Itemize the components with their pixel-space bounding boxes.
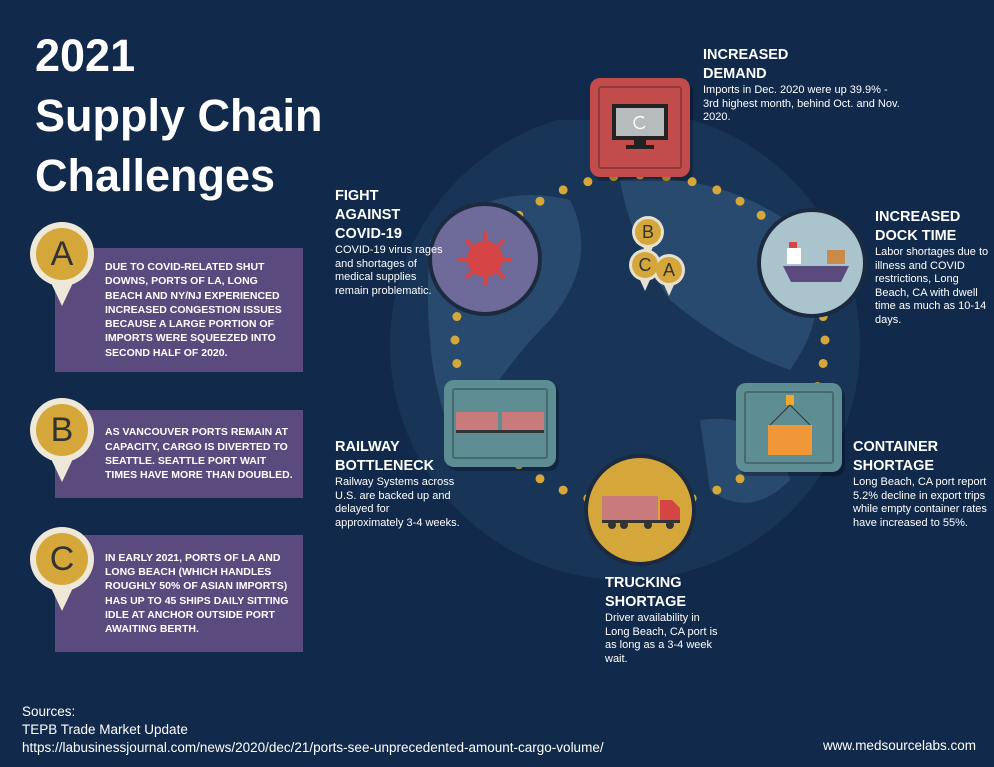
section-title: TRUCKING — [605, 575, 682, 591]
railway-cars-icon — [444, 380, 556, 467]
pin-letter: C — [36, 533, 88, 585]
path-dot — [558, 485, 568, 495]
container-section: CONTAINER SHORTAGE Long Beach, CA port re… — [853, 438, 993, 530]
pin-letter: B — [635, 219, 661, 245]
section-title: SHORTAGE — [605, 594, 687, 610]
path-dot — [735, 474, 745, 484]
section-title: CONTAINER — [853, 439, 939, 455]
callout-c: In early 2021, ports of LA and Long Beac… — [55, 535, 303, 652]
section-body: Labor shortages due to illness and COVID… — [875, 246, 989, 326]
path-dot — [450, 335, 460, 345]
path-dot — [712, 185, 722, 195]
container-crane-icon — [736, 383, 842, 472]
source-item: TEPB Trade Market Update — [22, 722, 188, 737]
pin-letter: B — [36, 404, 88, 456]
path-dot — [818, 358, 828, 368]
section-body: Driver availability in Long Beach, CA po… — [605, 612, 718, 665]
path-dot — [452, 312, 462, 322]
section-title: DEMAND — [703, 66, 767, 82]
callout-b-text: As Vancouver ports remain at capacity, c… — [105, 426, 293, 482]
cargo-ship-icon — [757, 208, 867, 318]
virus-icon — [428, 202, 542, 316]
path-dot — [583, 177, 593, 187]
pin-letter: C — [632, 252, 658, 278]
path-dot — [756, 210, 766, 220]
computer-monitor-icon — [590, 78, 690, 177]
dock-time-section: INCREASED DOCK TIME Labor shortages due t… — [875, 208, 990, 327]
trucking-section: TRUCKING SHORTAGE Driver availability in … — [605, 574, 725, 666]
pin-b-icon: B — [30, 398, 94, 484]
section-title: SHORTAGE — [853, 458, 935, 474]
sources: Sources: TEPB Trade Market Update https:… — [22, 703, 604, 757]
fight-covid-section: FIGHT AGAINST COVID-19 COVID-19 virus rage… — [335, 187, 445, 298]
increased-demand-section: INCREASED DEMAND Imports in Dec. 2020 wer… — [703, 46, 903, 125]
railway-section: RAILWAY BOTTLENECK Railway Systems across… — [335, 438, 460, 530]
path-dot — [535, 474, 545, 484]
section-title: INCREASED — [875, 209, 961, 225]
section-body: Railway Systems across U.S. are backed u… — [335, 476, 460, 529]
path-dot — [735, 196, 745, 206]
map-pin-a-icon: A — [653, 254, 685, 298]
pin-letter: A — [656, 257, 682, 283]
callout-a: Due to COVID-related shut downs, ports o… — [55, 248, 303, 372]
section-body: COVID-19 virus rages and shortages of me… — [335, 244, 443, 297]
section-title: BOTTLENECK — [335, 458, 435, 474]
callout-c-text: In early 2021, ports of LA and Long Beac… — [105, 551, 289, 636]
callout-b: As Vancouver ports remain at capacity, c… — [55, 410, 303, 498]
section-title: COVID-19 — [335, 226, 402, 242]
path-dot — [820, 335, 830, 345]
page-title: 2021 Supply Chain Challenges — [35, 30, 323, 201]
section-title: RAILWAY — [335, 439, 400, 455]
pin-a-icon: A — [30, 222, 94, 308]
path-dot — [712, 485, 722, 495]
map-pin-c-icon: C — [629, 249, 661, 293]
section-title: INCREASED — [703, 47, 789, 63]
section-body: Long Beach, CA port report 5.2% decline … — [853, 476, 987, 529]
sources-label: Sources: — [22, 704, 76, 719]
pin-letter: A — [36, 228, 88, 280]
callout-a-text: Due to COVID-related shut downs, ports o… — [105, 260, 282, 359]
website-link[interactable]: www.medsourcelabs.com — [822, 738, 976, 753]
section-title: AGAINST — [335, 207, 401, 223]
section-body: Imports in Dec. 2020 were up 39.9% - 3rd… — [703, 84, 900, 123]
truck-icon — [584, 454, 696, 566]
section-title: DOCK TIME — [875, 228, 957, 244]
source-link[interactable]: https://labusinessjournal.com/news/2020/… — [22, 740, 604, 755]
path-dot — [535, 196, 545, 206]
path-dot — [687, 177, 697, 187]
pin-c-icon: C — [30, 527, 94, 613]
section-title: FIGHT — [335, 188, 379, 204]
path-dot — [558, 185, 568, 195]
path-dot — [452, 358, 462, 368]
